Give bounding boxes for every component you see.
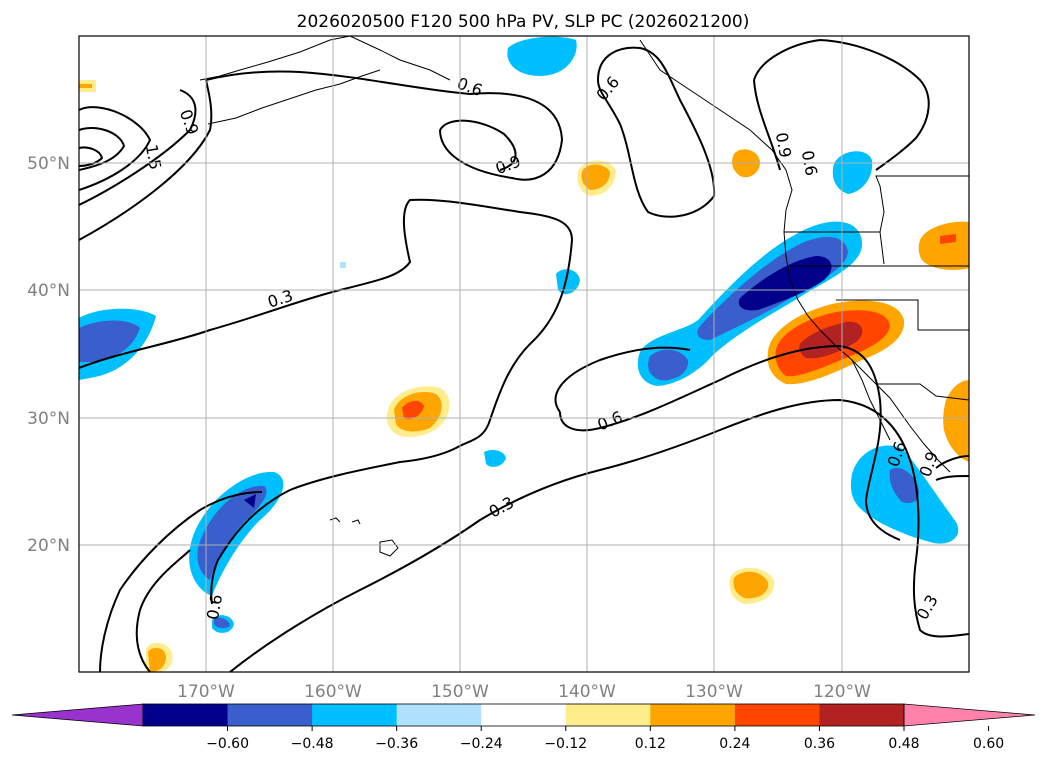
pv-negative-shading [79,36,959,633]
coastlines [199,36,969,557]
colorbar-tick-label: 0.24 [719,736,750,752]
colorbar-tick-label: −0.60 [206,736,249,752]
colorbar-tick-label: 0.12 [635,736,666,752]
colorbar-tick-label: 0.60 [973,736,1004,752]
lon-label: 130°W [685,682,743,702]
colorbar-tick-label: −0.36 [375,736,418,752]
lat-label: 20°N [27,536,70,556]
longitude-labels: 170°W 160°W 150°W 140°W 130°W 120°W [177,682,871,702]
lat-label: 40°N [27,281,70,301]
lon-label: 150°W [431,682,489,702]
lat-label: 30°N [27,409,70,429]
colorbar-tick-label: −0.48 [291,736,334,752]
colorbar-segment [734,704,820,726]
map-frame [78,35,970,673]
graticule [79,36,969,672]
lon-label: 140°W [558,682,616,702]
colorbar-segment [565,704,651,726]
colorbar-extend-min [11,703,144,727]
colorbar-segment [819,704,905,726]
colorbar-segment [227,704,313,726]
colorbar-segment [481,704,567,726]
colorbar-tick-label: 0.48 [888,736,919,752]
contour-label: 0.6 [203,593,226,621]
colorbar-tick-label: −0.24 [460,736,503,752]
contour-label: 0.9 [772,131,795,159]
colorbar-tick-label: −0.12 [544,736,587,752]
lon-label: 160°W [304,682,362,702]
slp-contours [79,38,969,672]
contour-label: 1.5 [142,143,165,171]
lat-label: 50°N [27,154,70,174]
colorbar: −0.60 −0.48 −0.36 −0.24 −0.12 0.12 0.24 0.36 0.4… [11,703,1036,752]
colorbar-segment [312,704,398,726]
colorbar-frame [142,703,905,727]
figure-title: 2026020500 F120 500 hPa PV, SLP PC (2026… [297,12,750,32]
latitude-labels: 50°N 40°N 30°N 20°N [27,154,70,556]
colorbar-tick-label: 0.36 [804,736,835,752]
lon-label: 170°W [177,682,235,702]
colorbar-segment [650,704,736,726]
colorbar-segment [143,704,229,726]
colorbar-segment [396,704,482,726]
colorbar-extend-max [903,703,1036,727]
lon-label: 120°W [813,682,871,702]
